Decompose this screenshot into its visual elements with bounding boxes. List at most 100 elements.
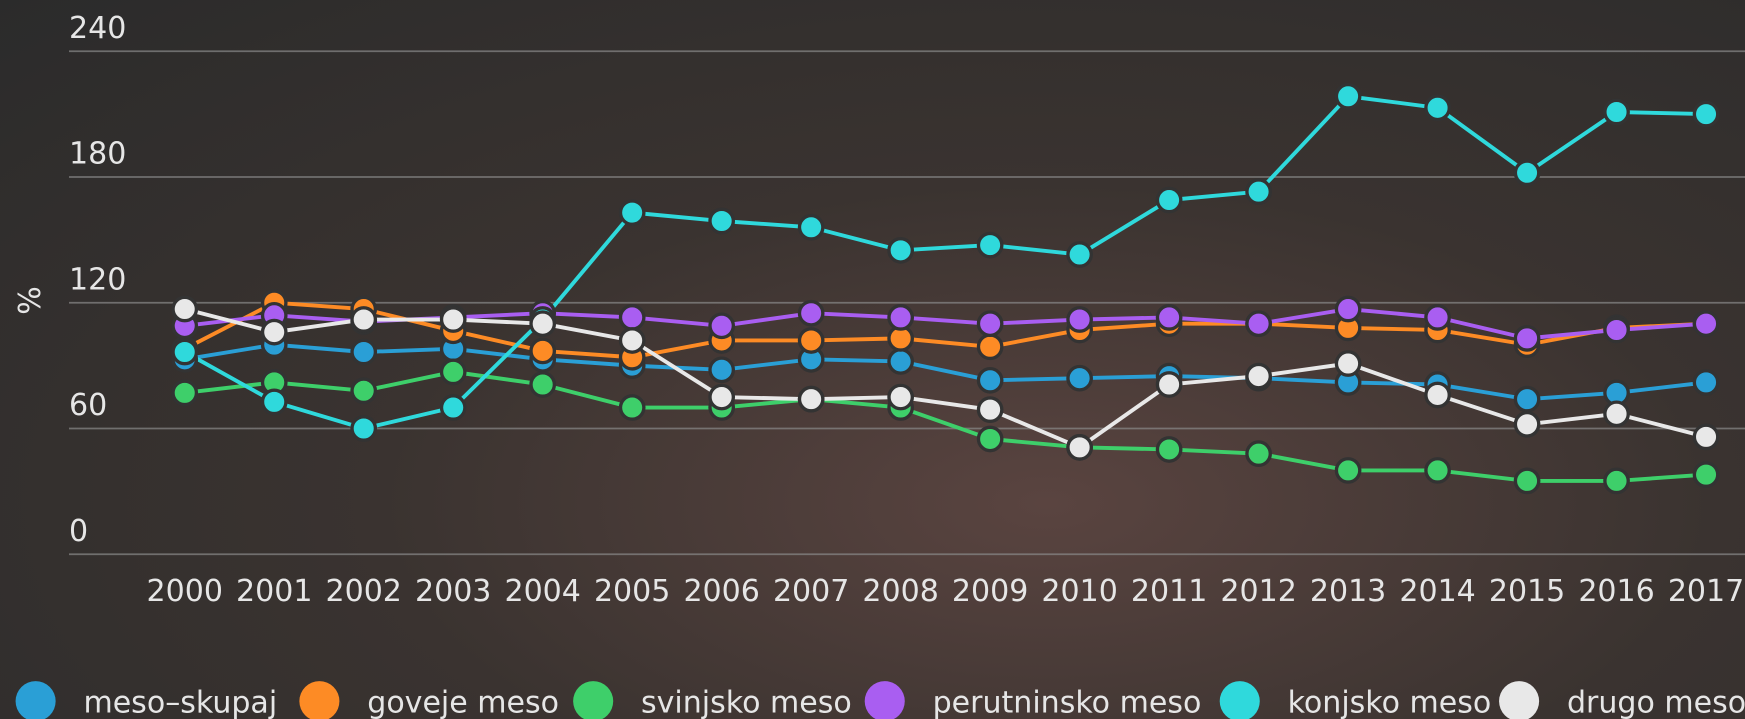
point bbox=[1336, 352, 1359, 375]
point bbox=[1068, 367, 1091, 390]
legend-label: perutninsko meso bbox=[933, 685, 1202, 719]
x-tick-label: 2011 bbox=[1131, 574, 1207, 609]
x-tick-label: 2002 bbox=[325, 574, 401, 609]
x-tick-label: 2000 bbox=[147, 574, 223, 609]
point bbox=[352, 417, 375, 440]
point bbox=[173, 340, 196, 363]
series-line bbox=[185, 345, 1706, 399]
point bbox=[889, 350, 912, 373]
legend-swatch bbox=[299, 681, 339, 719]
point bbox=[352, 308, 375, 331]
point bbox=[1157, 438, 1180, 461]
point bbox=[620, 396, 643, 419]
point bbox=[1515, 161, 1538, 184]
point bbox=[442, 396, 465, 419]
point bbox=[1247, 364, 1270, 387]
series-line bbox=[185, 309, 1706, 338]
point bbox=[799, 216, 822, 239]
point bbox=[1605, 318, 1628, 341]
legend-swatch bbox=[865, 681, 905, 719]
point bbox=[620, 201, 643, 224]
legend-swatch bbox=[573, 681, 613, 719]
x-tick-label: 2016 bbox=[1578, 574, 1654, 609]
point bbox=[978, 233, 1001, 256]
point bbox=[1515, 327, 1538, 350]
point bbox=[620, 306, 643, 329]
x-tick-label: 2009 bbox=[952, 574, 1028, 609]
y-axis-label: % bbox=[13, 286, 48, 315]
point bbox=[1068, 308, 1091, 331]
series-line bbox=[185, 309, 1706, 447]
y-tick-label: 0 bbox=[69, 514, 88, 549]
point bbox=[442, 360, 465, 383]
point bbox=[889, 239, 912, 262]
point bbox=[799, 329, 822, 352]
point bbox=[889, 385, 912, 408]
point bbox=[531, 339, 554, 362]
point bbox=[263, 390, 286, 413]
point bbox=[710, 209, 733, 232]
legend-swatch bbox=[1220, 681, 1260, 719]
point bbox=[799, 302, 822, 325]
x-tick-label: 2014 bbox=[1399, 574, 1475, 609]
point bbox=[531, 373, 554, 396]
legend-swatch bbox=[16, 681, 56, 719]
legend-label: goveje meso bbox=[367, 685, 559, 719]
point bbox=[1515, 413, 1538, 436]
point bbox=[1426, 383, 1449, 406]
y-tick-label: 180 bbox=[69, 137, 126, 172]
point bbox=[1068, 243, 1091, 266]
point bbox=[1157, 188, 1180, 211]
point bbox=[1694, 371, 1717, 394]
legend-label: svinjsko meso bbox=[641, 685, 852, 719]
x-tick-label: 2017 bbox=[1668, 574, 1744, 609]
x-tick-label: 2013 bbox=[1310, 574, 1386, 609]
point bbox=[1336, 85, 1359, 108]
point bbox=[1694, 312, 1717, 335]
x-tick-label: 2008 bbox=[862, 574, 938, 609]
legend-label: drugo meso bbox=[1567, 685, 1745, 719]
point bbox=[710, 358, 733, 381]
point bbox=[1694, 425, 1717, 448]
point bbox=[173, 297, 196, 320]
x-tick-label: 2003 bbox=[415, 574, 491, 609]
y-tick-label: 60 bbox=[69, 388, 107, 423]
point bbox=[1068, 436, 1091, 459]
point bbox=[710, 314, 733, 337]
point bbox=[978, 335, 1001, 358]
point bbox=[978, 427, 1001, 450]
x-tick-label: 2005 bbox=[594, 574, 670, 609]
legend-label: konjsko meso bbox=[1288, 685, 1492, 719]
series-line bbox=[185, 372, 1706, 481]
x-tick-label: 2004 bbox=[504, 574, 580, 609]
point bbox=[1605, 469, 1628, 492]
x-tick-label: 2006 bbox=[683, 574, 759, 609]
x-tick-label: 2001 bbox=[236, 574, 312, 609]
point bbox=[1157, 306, 1180, 329]
x-tick-label: 2007 bbox=[773, 574, 849, 609]
point bbox=[889, 306, 912, 329]
point bbox=[442, 308, 465, 331]
legend-swatch bbox=[1499, 681, 1539, 719]
point bbox=[710, 385, 733, 408]
point bbox=[1336, 297, 1359, 320]
point bbox=[978, 312, 1001, 335]
point bbox=[263, 320, 286, 343]
point bbox=[1605, 100, 1628, 123]
point bbox=[1247, 442, 1270, 465]
point bbox=[1515, 469, 1538, 492]
point bbox=[978, 398, 1001, 421]
x-tick-label: 2010 bbox=[1041, 574, 1117, 609]
point bbox=[173, 381, 196, 404]
legend-label: meso–skupaj bbox=[83, 685, 277, 719]
point bbox=[1426, 459, 1449, 482]
point bbox=[352, 379, 375, 402]
point bbox=[1694, 463, 1717, 486]
point bbox=[978, 369, 1001, 392]
x-tick-label: 2015 bbox=[1489, 574, 1565, 609]
x-tick-label: 2012 bbox=[1220, 574, 1296, 609]
point bbox=[1247, 312, 1270, 335]
point bbox=[1426, 306, 1449, 329]
point bbox=[1426, 96, 1449, 119]
point bbox=[799, 387, 822, 410]
